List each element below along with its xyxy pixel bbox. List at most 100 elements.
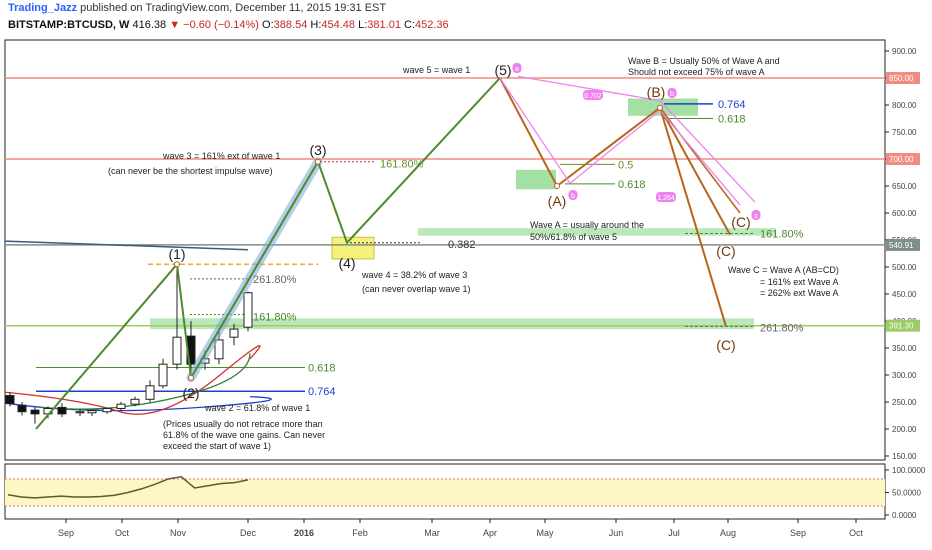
impulse-wave-line xyxy=(35,77,501,430)
fib-label: 261.80% xyxy=(760,322,804,334)
x-tick-label: Dec xyxy=(240,528,257,538)
pink-marker: a xyxy=(515,66,519,73)
annotation-wave2-3: 61.8% of the wave one gains. Can never xyxy=(163,430,325,440)
fib-label: 0.618 xyxy=(718,114,746,126)
x-tick-label: Jun xyxy=(609,528,624,538)
annotation-wave3-1: wave 3 = 161% ext of wave 1 xyxy=(162,151,280,161)
x-tick-label: Apr xyxy=(483,528,497,538)
pivot-marker xyxy=(554,183,560,189)
annotation-waveA-2: 50%/61.8% of wave 5 xyxy=(530,232,617,242)
open-label: O: xyxy=(262,19,274,31)
fib-label: 0.764 xyxy=(308,386,336,398)
annotation-waveB-2: Should not exceed 75% of wave A xyxy=(628,67,765,77)
pink-marker: c xyxy=(754,213,758,220)
x-tick-label: Oct xyxy=(849,528,864,538)
y-tick-label: 800.00 xyxy=(892,101,917,110)
annotation-wave4-2: (can never overlap wave 1) xyxy=(362,284,471,294)
candle-body xyxy=(158,363,168,387)
wave-label: (C) xyxy=(731,214,750,230)
fib-label: 161.80% xyxy=(380,158,424,170)
x-tick-label: Aug xyxy=(720,528,736,538)
pink-marker-bg xyxy=(512,63,522,73)
y-tick-label: 250.00 xyxy=(892,398,917,407)
candle-body xyxy=(229,328,239,338)
pink-marker-bg xyxy=(568,190,578,200)
annotation-waveB-1: Wave B = Usually 50% of Wave A and xyxy=(628,56,780,66)
annotation-waveC-3: = 262% ext Wave A xyxy=(760,288,838,298)
wave-label: (C) xyxy=(716,337,735,353)
candle-body xyxy=(102,407,112,413)
wave-label: (2) xyxy=(182,385,199,401)
y-tick-label: 500.00 xyxy=(892,263,917,272)
x-tick-label: 2016 xyxy=(294,528,314,538)
close-value: 452.36 xyxy=(415,19,449,31)
candle-body xyxy=(172,336,182,365)
pink-marker: b xyxy=(571,193,575,200)
x-tick-label: Jul xyxy=(668,528,680,538)
x-tick-label: Sep xyxy=(790,528,806,538)
price-tag-label: 391.30 xyxy=(889,322,914,331)
wave-label: (A) xyxy=(548,193,567,209)
fib-label: 261.80% xyxy=(253,274,297,286)
y-tick-label: 900.00 xyxy=(892,47,917,56)
symbol-label[interactable]: BITSTAMP:BTCUSD, W xyxy=(8,19,130,31)
pivot-marker xyxy=(188,374,194,381)
fib-label: 0.5 xyxy=(618,159,633,171)
fib-label: 161.80% xyxy=(253,312,297,324)
low-label: L: xyxy=(358,19,368,31)
y-tick-label: 300.00 xyxy=(892,371,917,380)
price-tag-label: 700.00 xyxy=(889,155,914,164)
fib-label: 0.382 xyxy=(448,239,476,251)
candle-body xyxy=(5,395,15,405)
fib-zone-waveA xyxy=(516,169,556,190)
waveC-path-1618 xyxy=(659,107,731,236)
wave-label: (3) xyxy=(309,142,326,158)
pivot-marker xyxy=(657,104,663,111)
fib-zone-waveC xyxy=(418,228,776,236)
fib-label: 0.618 xyxy=(308,362,336,374)
x-tick-label: May xyxy=(536,528,554,538)
annotation-waveA-1: Wave A = usually around the xyxy=(530,220,644,230)
annotation-wave5: wave 5 = wave 1 xyxy=(402,65,470,75)
pink-marker-bg xyxy=(751,210,761,220)
price-tag xyxy=(886,319,920,332)
pink-marker: b xyxy=(670,91,674,98)
pink-marker: 1.264 xyxy=(657,195,675,202)
candle-body xyxy=(57,406,67,415)
ma-red-line xyxy=(4,344,261,415)
y-tick-label: 150.00 xyxy=(892,452,917,461)
wave-label: (B) xyxy=(647,84,666,100)
x-tick-label: Feb xyxy=(352,528,368,538)
pink-abcd-line-2 xyxy=(517,75,756,203)
publish-line: Trading_Jazz published on TradingView.co… xyxy=(8,2,386,14)
y-tick-label: 750.00 xyxy=(892,128,917,137)
x-tick-label: Oct xyxy=(115,528,130,538)
fib-label: 0.618 xyxy=(618,179,646,191)
pivot-marker xyxy=(315,158,321,165)
wave-label: (C) xyxy=(716,243,735,259)
open-value: 388.54 xyxy=(273,19,308,31)
annotation-wave2-2: (Prices usually do not retrace more than xyxy=(163,419,323,429)
candle-body xyxy=(116,403,126,409)
candle-body xyxy=(145,385,155,400)
wave-label: (1) xyxy=(168,246,185,262)
pink-marker-bg xyxy=(667,88,677,98)
ohlc-line: BITSTAMP:BTCUSD, W 416.38 ▼ −0.60 (−0.14… xyxy=(8,19,449,31)
candle-body xyxy=(87,410,97,414)
annotation-wave2-1: wave 2 = 61.8% of wave 1 xyxy=(204,403,310,413)
candle-body xyxy=(214,339,224,360)
chart-header: Trading_Jazz published on TradingView.co… xyxy=(0,0,932,36)
y-tick-label: 200.00 xyxy=(892,425,917,434)
pink-abcd-line xyxy=(499,77,741,206)
ma-green-line xyxy=(39,353,251,410)
x-tick-label: Nov xyxy=(170,528,187,538)
candle-body xyxy=(30,409,40,415)
annotation-wave4-1: wave 4 = 38.2% of wave 3 xyxy=(361,270,467,280)
price-tag xyxy=(886,72,920,84)
high-label: H: xyxy=(310,19,322,31)
author-link[interactable]: Trading_Jazz xyxy=(8,2,78,14)
indicator-tick-label: 50.0000 xyxy=(892,489,921,498)
candle-body xyxy=(243,292,253,328)
price-change: −0.60 (−0.14%) xyxy=(183,19,259,31)
